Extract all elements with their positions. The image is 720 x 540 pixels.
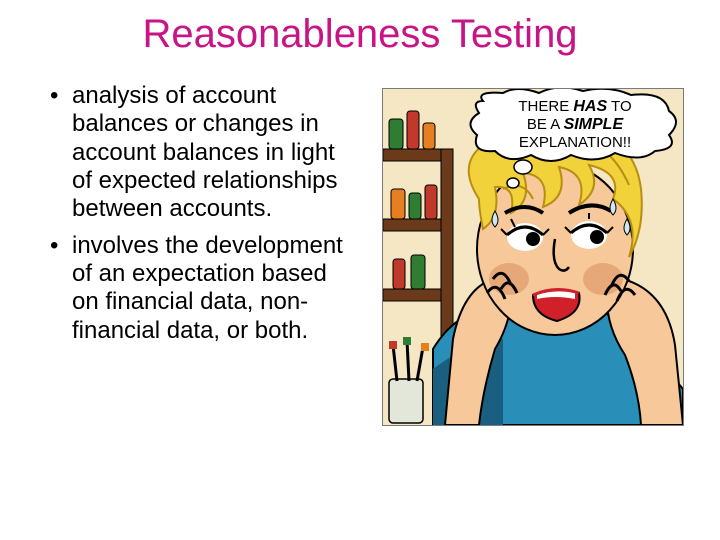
slide: Reasonableness Testing analysis of accou… (0, 0, 720, 540)
svg-text:THERE HAS TO: THERE HAS TO (518, 98, 631, 115)
body-column: analysis of account balances or changes … (50, 82, 350, 353)
svg-text:BE A SIMPLE: BE A SIMPLE (527, 116, 625, 133)
bullet-item: involves the development of an expectati… (50, 232, 350, 345)
bullet-list: analysis of account balances or changes … (50, 82, 350, 345)
svg-text:EXPLANATION!!: EXPLANATION!! (519, 134, 631, 151)
comic-illustration: THERE HAS TO BE A SIMPLE EXPLANATION!! (382, 88, 684, 426)
bullet-item: analysis of account balances or changes … (50, 82, 350, 224)
slide-title: Reasonableness Testing (0, 12, 720, 57)
